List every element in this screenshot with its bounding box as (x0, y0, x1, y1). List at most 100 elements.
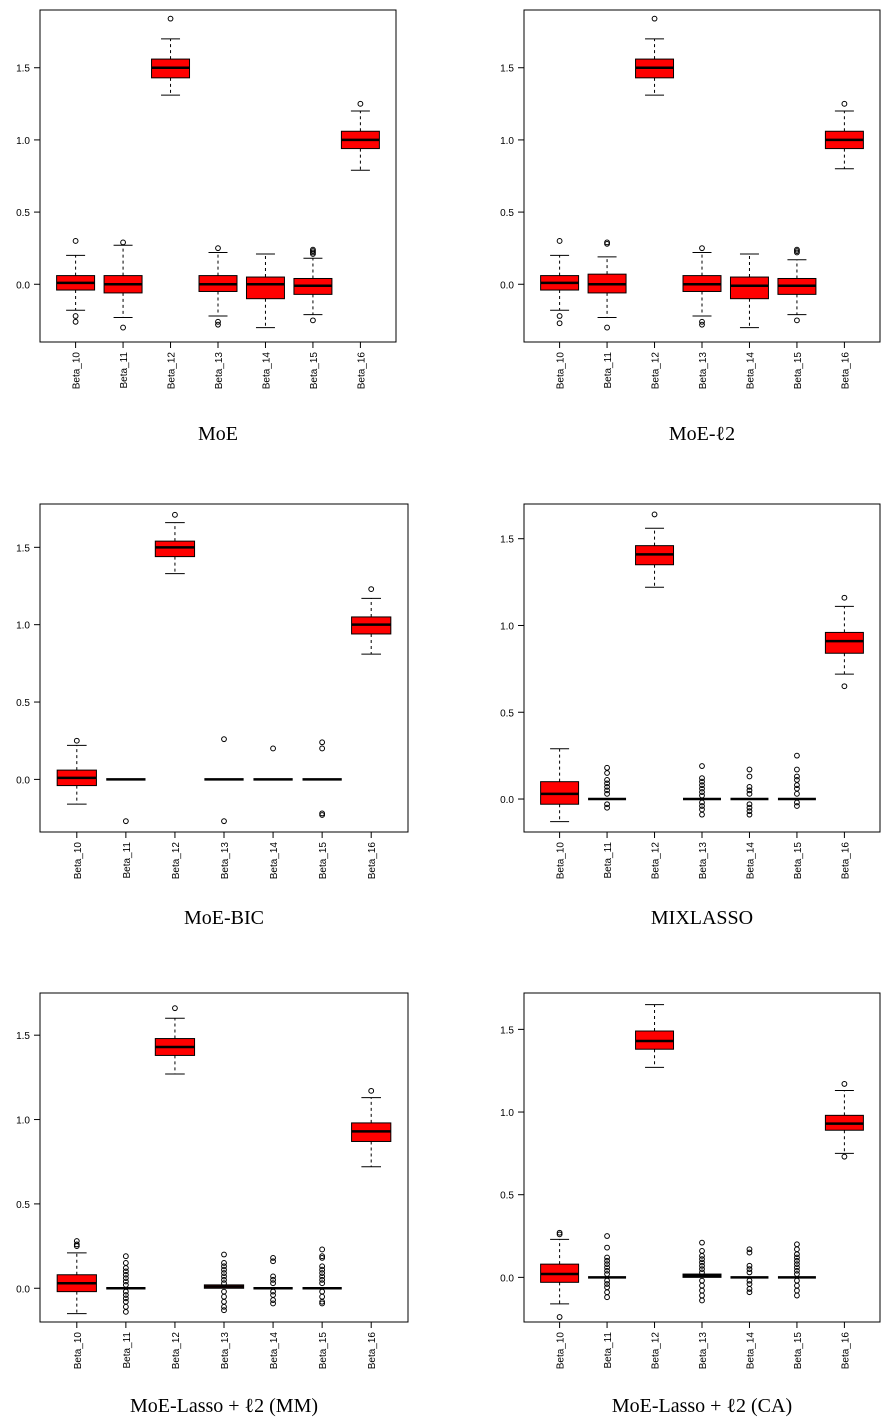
outlier-point (794, 803, 800, 809)
panel-caption: MoE-ℓ2 (669, 423, 735, 445)
x-tick-label: Beta_15 (309, 352, 320, 390)
x-tick-label: Beta_15 (793, 1332, 804, 1370)
panel-caption: MIXLASSO (651, 907, 753, 929)
outlier-point (794, 1241, 800, 1248)
outlier-point (319, 1263, 326, 1270)
x-tick-label: Beta_14 (745, 1332, 756, 1370)
x-tick-label: Beta_12 (171, 1332, 182, 1370)
y-tick-label: 1.5 (16, 543, 30, 554)
box-beta-13 (682, 245, 722, 328)
y-tick-label: 1.5 (16, 64, 30, 75)
outlier-point (604, 1264, 610, 1271)
box-beta-16 (351, 586, 392, 655)
outlier-point (221, 1266, 227, 1273)
y-tick-label: 1.0 (500, 136, 514, 147)
outlier-point (651, 511, 658, 518)
outlier-point (699, 245, 705, 252)
outlier-point (746, 1269, 753, 1276)
box-beta-13 (198, 245, 238, 328)
outlier-point (699, 775, 705, 782)
box-beta-16 (340, 100, 380, 171)
outlier-point (221, 1280, 227, 1287)
outlier-point (215, 321, 221, 328)
x-tick-label: Beta_13 (698, 352, 709, 390)
outlier-point (746, 783, 753, 790)
y-tick-label: 0.5 (16, 1200, 30, 1211)
outlier-point (215, 245, 221, 252)
outlier-point (604, 801, 610, 808)
y-tick-label: 0.5 (500, 208, 514, 219)
outlier-point (604, 787, 610, 794)
box-iqr (245, 276, 285, 300)
box-beta-14 (730, 1246, 769, 1296)
box-beta-15 (777, 752, 816, 809)
box-beta-16 (824, 594, 864, 690)
outlier-point (746, 1281, 753, 1287)
x-tick-label: Beta_13 (220, 842, 231, 880)
box-beta-14 (729, 253, 769, 329)
outlier-point (794, 777, 800, 783)
x-tick-label: Beta_11 (122, 842, 133, 879)
outlier-point (368, 1087, 375, 1094)
outlier-point (270, 1280, 276, 1287)
outlier-point (319, 1280, 326, 1287)
box-beta-16 (351, 1087, 392, 1168)
outlier-point (604, 777, 610, 783)
outlier-point (221, 1263, 227, 1270)
outlier-point (319, 1270, 326, 1276)
outlier-point (604, 764, 610, 771)
outlier-point (270, 745, 276, 752)
outlier-point (746, 804, 753, 811)
box-iqr (824, 631, 864, 654)
outlier-point (699, 1287, 705, 1294)
box-beta-15 (777, 1241, 816, 1299)
y-tick-label: 0.0 (500, 795, 514, 806)
outlier-point (120, 324, 126, 331)
outlier-point (699, 778, 705, 785)
outlier-point (319, 1293, 326, 1300)
panel-caption: MoE-BIC (184, 907, 264, 929)
outlier-point (270, 1297, 276, 1303)
panel-moe: 0.0 0.5 1.0 1.5 Beta_10 Beta_11 Beta_12 Beta_13… (16, 9, 397, 445)
outlier-point (319, 739, 326, 746)
x-tick-label: Beta_15 (793, 352, 804, 390)
outlier-point (746, 766, 753, 773)
y-tick-label: 1.5 (500, 1025, 514, 1036)
y-tick-label: 0.0 (16, 1284, 30, 1295)
x-tick-label: Beta_11 (119, 352, 130, 389)
outlier-point (319, 1273, 326, 1280)
box-beta-16 (824, 100, 864, 170)
outlier-point (221, 1273, 227, 1280)
outlier-point (699, 1256, 705, 1263)
y-tick-label: 1.5 (16, 1031, 30, 1042)
outlier-point (794, 246, 800, 253)
outlier-point (122, 1281, 129, 1288)
outlier-point (122, 1298, 129, 1305)
outlier-point (746, 811, 753, 818)
x-tick-label: Beta_14 (269, 1332, 280, 1370)
y-tick-label: 1.0 (500, 1108, 514, 1119)
box-beta-10 (56, 737, 97, 805)
box-beta-10 (540, 238, 580, 327)
x-tick-label: Beta_10 (72, 352, 83, 390)
outlier-point (215, 318, 221, 325)
outlier-point (556, 1231, 563, 1238)
outlier-point (172, 1005, 178, 1012)
box-beta-15 (293, 246, 333, 324)
outlier-point (746, 787, 753, 794)
outlier-point (794, 773, 800, 780)
outlier-point (699, 1259, 705, 1266)
outlier-point (699, 782, 705, 789)
outlier-point (794, 1267, 800, 1274)
outlier-point (319, 1246, 326, 1253)
y-tick-label: 0.5 (500, 1191, 514, 1202)
x-tick-label: Beta_12 (651, 1332, 662, 1370)
panel-moe-bic: 0.0 0.5 1.0 1.5 Beta_10 Beta_11 Beta_12 Beta_13… (16, 503, 409, 929)
y-tick-label: 1.0 (16, 1116, 30, 1127)
box-beta-13 (682, 1239, 722, 1304)
outlier-point (319, 1253, 326, 1260)
outlier-point (310, 317, 316, 324)
outlier-point (699, 1292, 705, 1299)
outlier-point (221, 1298, 227, 1305)
